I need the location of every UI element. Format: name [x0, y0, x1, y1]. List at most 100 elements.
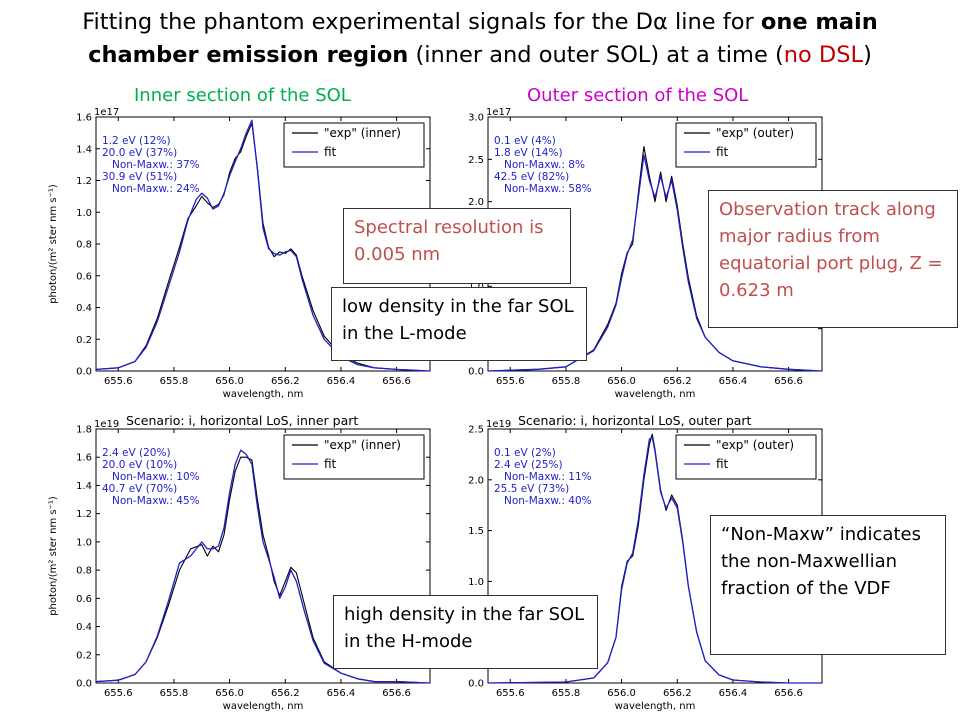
x-tick-label: 656.4 — [327, 376, 356, 387]
y-tick-label: 2.5 — [468, 155, 484, 166]
plot-title: Scenario: i, horizontal LoS, outer part — [518, 413, 752, 428]
x-tick-label: 655.8 — [160, 688, 189, 699]
legend-box — [675, 434, 817, 480]
y-tick-label: 0.0 — [76, 679, 92, 690]
y-tick-label: 1.0 — [468, 577, 484, 588]
fit-parameter-text: Non-Maxw.: 10% — [112, 471, 200, 483]
y-tick-label: 1.6 — [76, 453, 92, 464]
y-tick-label: 0.2 — [76, 650, 92, 661]
legend-label: fit — [716, 145, 729, 159]
y-tick-label: 1.8 — [76, 425, 92, 436]
legend-box — [283, 122, 425, 168]
y-axis-label: photon/(m² ster nm s⁻¹) — [48, 184, 59, 304]
legend-label: fit — [716, 457, 729, 471]
slide-title: Fitting the phantom experimental signals… — [0, 6, 960, 72]
series-line-fit — [487, 436, 822, 684]
y-tick-label: 0.0 — [76, 367, 92, 378]
y-tick-label: 1.5 — [468, 526, 484, 537]
series-line-fit — [487, 154, 823, 372]
observation-track-note: Observation track along major radius fro… — [708, 190, 958, 328]
y-tick-label: 0.4 — [76, 622, 92, 633]
y-tick-label: 1.2 — [76, 509, 92, 520]
x-tick-label: 655.6 — [104, 688, 133, 699]
fit-parameter-text: 1.8 eV (14%) — [494, 147, 563, 159]
y-tick-label: 0.8 — [76, 566, 92, 577]
y-tick-label: 0.0 — [468, 367, 484, 378]
axis-multiplier: 1e19 — [486, 419, 511, 430]
x-tick-label: 656.6 — [774, 376, 803, 387]
title-bold: chamber emission region — [88, 42, 409, 68]
y-tick-label: 2.0 — [468, 197, 484, 208]
y-tick-label: 1.0 — [76, 537, 92, 548]
x-tick-label: 656.6 — [774, 688, 803, 699]
legend-box — [283, 434, 425, 480]
x-tick-label: 656.2 — [663, 376, 692, 387]
x-tick-label: 656.6 — [382, 376, 411, 387]
legend-box — [675, 122, 817, 168]
title-part: ) — [863, 42, 872, 68]
y-tick-label: 2.0 — [468, 475, 484, 486]
y-tick-label: 1.2 — [76, 176, 92, 187]
fit-parameter-text: 40.7 eV (70%) — [102, 483, 177, 495]
series-line-fit — [95, 119, 431, 372]
x-axis-label: wavelength, nm — [223, 701, 304, 712]
x-tick-label: 656.0 — [215, 688, 244, 699]
x-tick-label: 656.4 — [327, 688, 356, 699]
title-part: (inner and outer SOL) at a time ( — [408, 42, 784, 68]
x-tick-label: 655.8 — [552, 376, 581, 387]
fit-parameter-text: 25.5 eV (73%) — [494, 483, 569, 495]
fit-parameter-text: 1.2 eV (12%) — [102, 135, 171, 147]
legend-label: "exp" (inner) — [324, 438, 401, 452]
title-part: Fitting the phantom experimental signals… — [82, 9, 654, 35]
spectral-resolution-note: Spectral resolution is 0.005 nm — [343, 208, 571, 284]
fit-parameter-text: 42.5 eV (82%) — [494, 171, 569, 183]
fit-parameter-text: Non-Maxw.: 58% — [504, 183, 592, 195]
x-tick-label: 655.6 — [496, 688, 525, 699]
fit-parameter-text: Non-Maxw.: 45% — [112, 495, 200, 507]
fit-parameter-text: Non-Maxw.: 37% — [112, 159, 200, 171]
y-tick-label: 0.0 — [468, 679, 484, 690]
x-tick-label: 655.8 — [160, 376, 189, 387]
series-line-fit — [95, 449, 431, 684]
outer-section-label: Outer section of the SOL — [527, 85, 749, 106]
legend-label: "exp" (inner) — [324, 126, 401, 140]
y-tick-label: 1.4 — [76, 144, 92, 155]
y-tick-label: 0.6 — [76, 271, 92, 282]
fit-parameter-text: 0.1 eV (4%) — [494, 135, 556, 147]
fit-parameter-text: 30.9 eV (51%) — [102, 171, 177, 183]
y-tick-label: 1.0 — [76, 208, 92, 219]
x-tick-label: 655.8 — [552, 688, 581, 699]
y-tick-label: 0.6 — [76, 594, 92, 605]
axis-multiplier: 1e17 — [486, 107, 511, 118]
plot-title: Scenario: i, horizontal LoS, inner part — [126, 413, 358, 428]
y-tick-label: 1.4 — [76, 481, 92, 492]
y-tick-label: 0.2 — [76, 335, 92, 346]
y-tick-label: 3.0 — [468, 113, 484, 124]
fit-parameter-text: 20.0 eV (10%) — [102, 459, 177, 471]
x-axis-label: wavelength, nm — [615, 701, 696, 712]
high-density-note: high density in the far SOL in the H-mod… — [333, 595, 598, 669]
x-axis-label: wavelength, nm — [223, 389, 304, 400]
x-tick-label: 656.4 — [719, 376, 748, 387]
x-tick-label: 656.0 — [607, 376, 636, 387]
low-density-note: low density in the far SOL in the L-mode — [331, 287, 587, 361]
title-alpha: α — [653, 9, 668, 35]
non-maxw-note: “Non-Maxw” indicates the non-Maxwellian … — [710, 515, 946, 655]
y-tick-label: 1.6 — [76, 113, 92, 124]
legend-label: "exp" (outer) — [716, 126, 794, 140]
title-part: line for — [667, 9, 761, 35]
x-axis-label: wavelength, nm — [615, 389, 696, 400]
fit-parameter-text: Non-Maxw.: 11% — [504, 471, 592, 483]
fit-parameter-text: 0.1 eV (2%) — [494, 447, 556, 459]
fit-parameter-text: Non-Maxw.: 8% — [504, 159, 585, 171]
fit-parameter-text: 2.4 eV (20%) — [102, 447, 171, 459]
y-tick-label: 0.4 — [76, 303, 92, 314]
x-tick-label: 655.6 — [496, 376, 525, 387]
legend-label: fit — [324, 145, 337, 159]
x-tick-label: 656.2 — [271, 376, 300, 387]
legend-label: fit — [324, 457, 337, 471]
fit-parameter-text: Non-Maxw.: 40% — [504, 495, 592, 507]
x-tick-label: 656.4 — [719, 688, 748, 699]
x-tick-label: 656.0 — [215, 376, 244, 387]
x-tick-label: 656.6 — [382, 688, 411, 699]
